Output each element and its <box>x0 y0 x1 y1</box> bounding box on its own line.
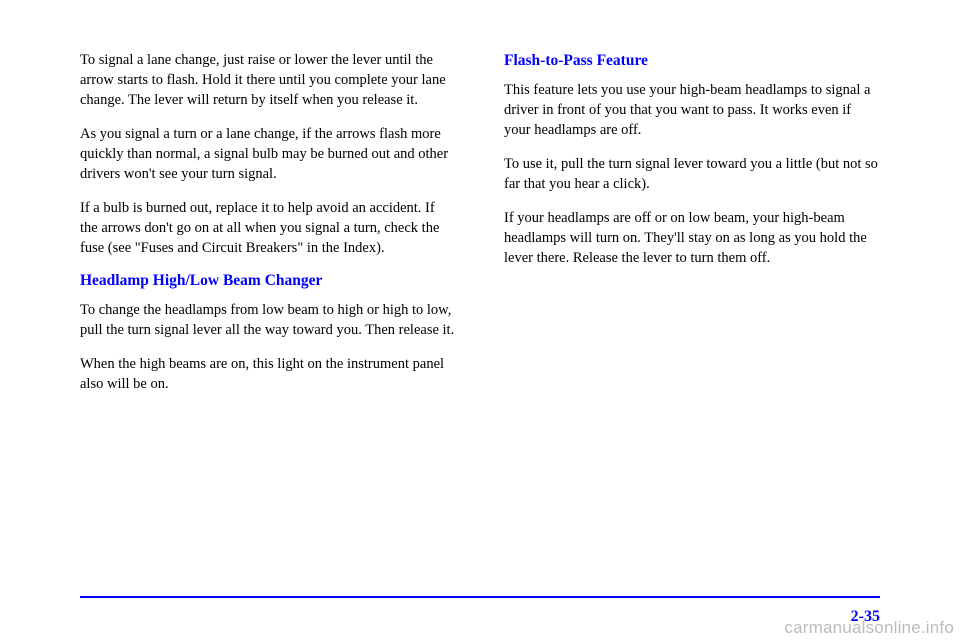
body-paragraph: As you signal a turn or a lane change, i… <box>80 124 456 184</box>
body-paragraph: To signal a lane change, just raise or l… <box>80 50 456 110</box>
two-column-layout: To signal a lane change, just raise or l… <box>80 50 880 408</box>
body-paragraph: When the high beams are on, this light o… <box>80 354 456 394</box>
right-column: Flash-to-Pass Feature This feature lets … <box>504 50 880 408</box>
body-paragraph: If your headlamps are off or on low beam… <box>504 208 880 268</box>
body-paragraph: If a bulb is burned out, replace it to h… <box>80 198 456 258</box>
manual-page: To signal a lane change, just raise or l… <box>0 0 960 640</box>
footer-divider-line <box>80 596 880 598</box>
body-paragraph: To use it, pull the turn signal lever to… <box>504 154 880 194</box>
body-paragraph: This feature lets you use your high-beam… <box>504 80 880 140</box>
section-heading-headlamp-changer: Headlamp High/Low Beam Changer <box>80 272 456 290</box>
section-heading-flash-to-pass: Flash-to-Pass Feature <box>504 52 880 70</box>
body-paragraph: To change the headlamps from low beam to… <box>80 300 456 340</box>
left-column: To signal a lane change, just raise or l… <box>80 50 456 408</box>
watermark-text: carmanualsonline.info <box>784 618 954 638</box>
